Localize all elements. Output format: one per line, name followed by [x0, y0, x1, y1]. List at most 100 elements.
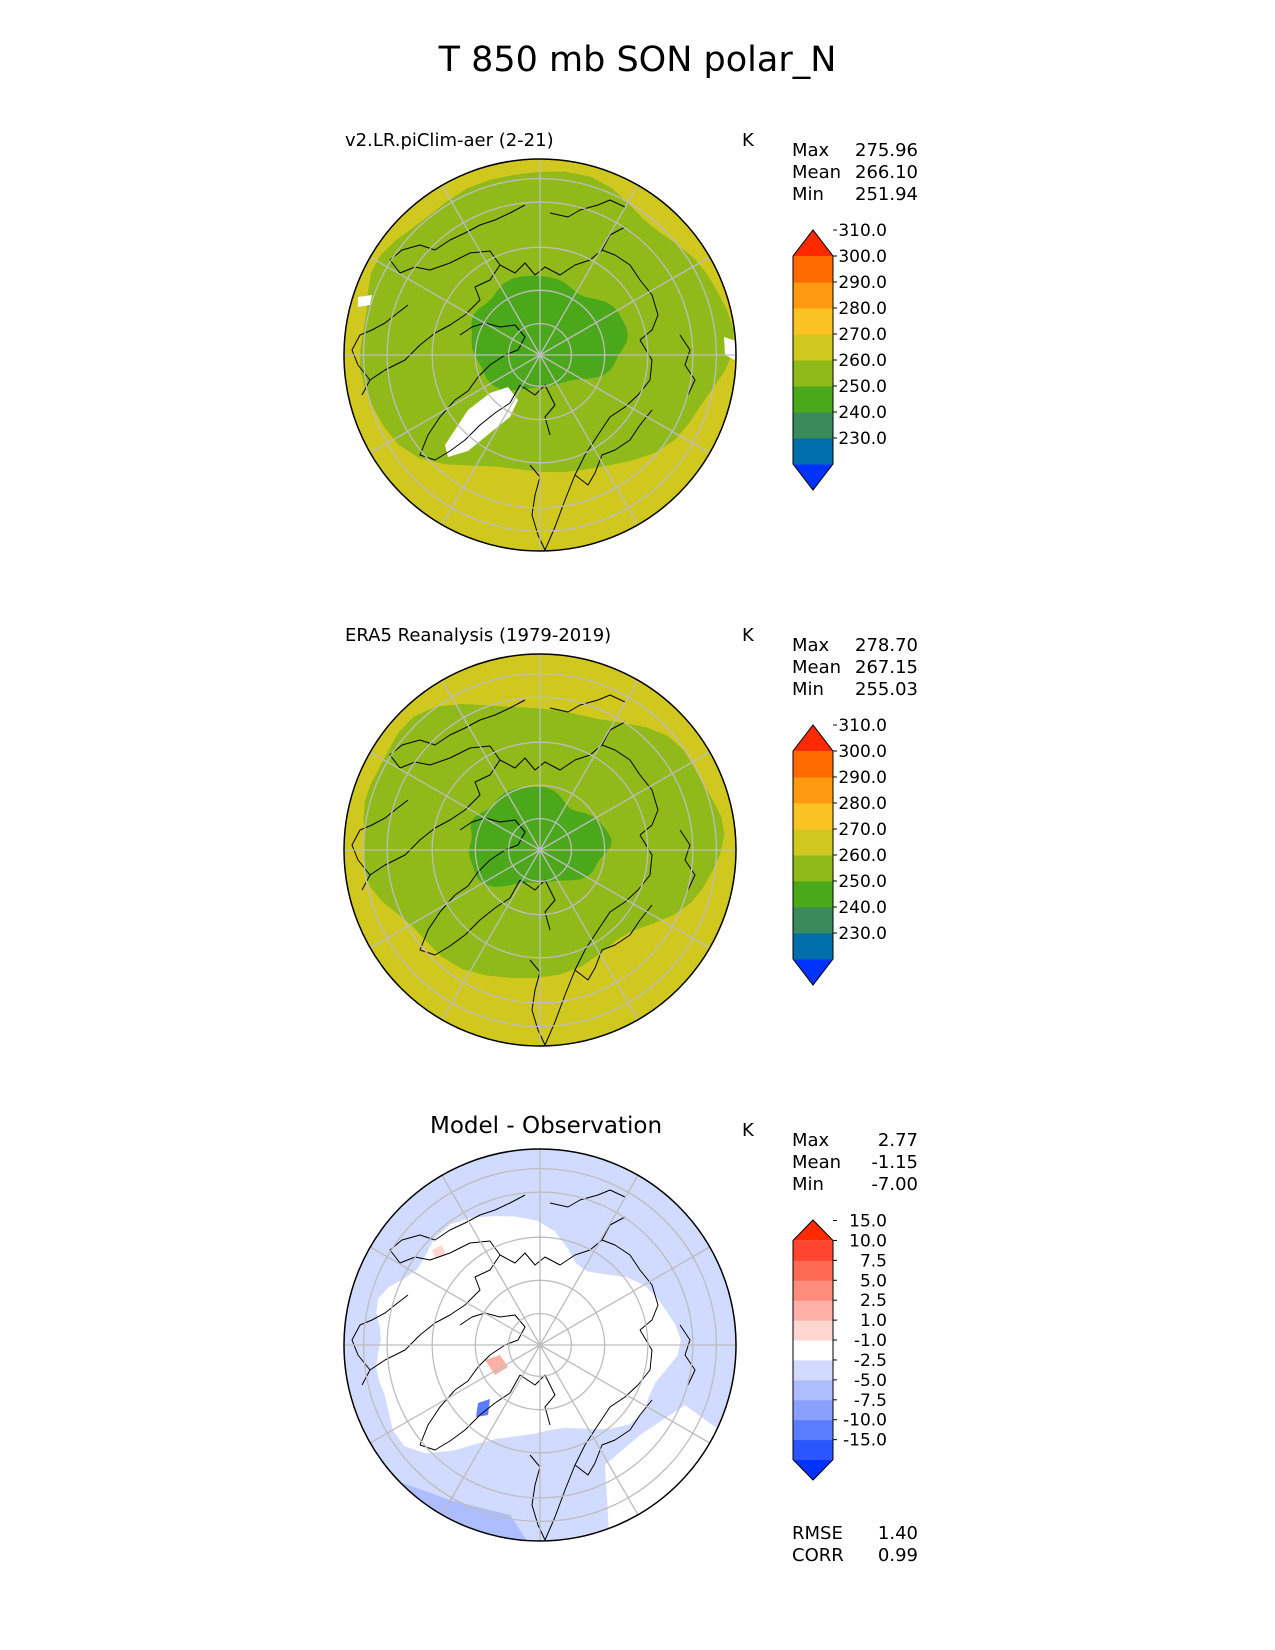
colorbar-bin	[793, 855, 833, 882]
map-fill	[344, 1149, 736, 1541]
coastline	[351, 1294, 409, 1371]
meridian-line	[369, 1344, 541, 1444]
colorbar-bin	[793, 933, 833, 960]
colorbar-tick-label: 260.0	[838, 846, 887, 866]
meridian-line	[441, 1174, 541, 1346]
meridian-line	[539, 751, 711, 851]
coastline	[544, 1329, 653, 1541]
colorbar-tick-label: 250.0	[838, 872, 887, 892]
colorbar-bin	[793, 751, 833, 778]
meridian-line	[369, 751, 541, 851]
stat-max: Max 2.77	[792, 1130, 918, 1151]
colorbar-bin	[793, 386, 833, 413]
meridian-line	[539, 849, 639, 1021]
coastline	[499, 1216, 626, 1266]
colorbar-bin	[793, 1300, 833, 1321]
coastline	[549, 1189, 626, 1208]
polar-map	[343, 1148, 737, 1542]
graticule	[344, 1149, 736, 1541]
panel-title: v2.LR.piClim-aer (2-21)	[345, 130, 554, 151]
colorbar-tick-label: 300.0	[838, 742, 887, 762]
colorbar-tick-label: -10.0	[843, 1411, 887, 1431]
stat-min: Min 255.03	[792, 679, 918, 700]
colorbar-bin	[793, 1359, 833, 1381]
coastline	[361, 745, 501, 891]
colorbar-tick-label: -15.0	[843, 1431, 887, 1451]
coastline	[679, 1324, 696, 1386]
colorbar-tick-label: 1.0	[860, 1311, 887, 1331]
colorbar-outline	[792, 229, 834, 491]
colorbar-tick-label: 280.0	[838, 794, 887, 814]
coastline	[601, 744, 659, 836]
coastline	[679, 334, 696, 396]
colorbar-tick-label: 260.0	[838, 351, 887, 371]
colorbar-bin	[793, 360, 833, 387]
colorbar-bin	[793, 1280, 833, 1301]
coastline	[544, 339, 653, 551]
stat-max: Max 275.96	[792, 140, 918, 161]
colorbar: 230.0 240.0 250.0 260.0 270.0 280.0 290.0 300.0…	[792, 221, 887, 491]
map-fill	[344, 159, 736, 551]
coastline	[419, 384, 521, 461]
units-label: K	[742, 1120, 754, 1141]
colorbar-bin	[793, 1260, 833, 1281]
coastline	[529, 959, 546, 1046]
colorbar-bin	[793, 829, 833, 856]
meridian-line	[539, 184, 639, 356]
missing-greenland	[445, 387, 518, 457]
missing-patch	[358, 295, 372, 307]
coastline	[529, 464, 546, 551]
colorbar-tick-label: 5.0	[860, 1271, 887, 1291]
colorbar-bin	[793, 1419, 833, 1441]
metric-corr: CORR 0.99	[792, 1545, 918, 1566]
meridian-line	[369, 1246, 541, 1346]
meridian-line	[539, 354, 639, 526]
colorbar-bin	[793, 412, 833, 439]
coastline	[549, 694, 626, 713]
coastline	[389, 204, 526, 274]
coastline	[351, 799, 409, 876]
coastline	[574, 1399, 653, 1476]
coastline	[679, 829, 696, 891]
stats-block: Max 278.70 Mean 267.15 Min 255.03	[792, 635, 918, 701]
colorbar-tick-label: 7.5	[860, 1251, 887, 1271]
colorbar-bin	[793, 1399, 833, 1421]
stat-min: Min -7.00	[792, 1174, 918, 1195]
stat-min: Min 251.94	[792, 184, 918, 205]
panel-model: v2.LR.piClim-aer (2-21) K Max 275.96 Mean…	[0, 130, 1275, 610]
colorbar-tick-label: 310.0	[838, 221, 887, 241]
colorbar-tick-label: 300.0	[838, 247, 887, 267]
colorbar-tick-label: -1.0	[854, 1331, 887, 1351]
colorbar-tick-label: -2.5	[854, 1351, 887, 1371]
meridian-line	[441, 184, 541, 356]
figure-title: T 850 mb SON polar_N	[438, 40, 837, 80]
colorbar-bin	[793, 256, 833, 283]
colorbar-tick-label: 290.0	[838, 273, 887, 293]
meridian-line	[369, 354, 541, 454]
stat-max: Max 278.70	[792, 635, 918, 656]
colorbar-tick-label: 230.0	[838, 429, 887, 449]
meridian-line	[539, 1174, 639, 1346]
colorbar-outline	[792, 724, 834, 986]
units-label: K	[742, 130, 754, 151]
meridian-line	[441, 679, 541, 851]
coastline	[419, 879, 521, 956]
colorbar-tick-label: 15.0	[849, 1212, 887, 1232]
colorbar-bin	[793, 881, 833, 908]
meridian-line	[441, 849, 541, 1021]
colorbar-extend-high	[793, 725, 833, 751]
colorbar-tick-label: -7.5	[854, 1391, 887, 1411]
panel-observation: ERA5 Reanalysis (1979-2019) K Max 278.70 …	[0, 625, 1275, 1105]
coastline	[499, 226, 626, 276]
colorbar-tick-label: 240.0	[838, 403, 887, 423]
meridian-line	[539, 1344, 711, 1444]
map-boundary	[343, 653, 737, 1047]
meridian-line	[539, 679, 639, 851]
colorbar-bin	[793, 907, 833, 934]
colorbar-bin	[793, 282, 833, 309]
coastline	[419, 1374, 521, 1451]
colorbar-bin	[793, 1320, 833, 1341]
cold-spot	[476, 1399, 490, 1417]
colorbar-extend-low	[793, 959, 833, 985]
colorbar-tick-label: 240.0	[838, 898, 887, 918]
